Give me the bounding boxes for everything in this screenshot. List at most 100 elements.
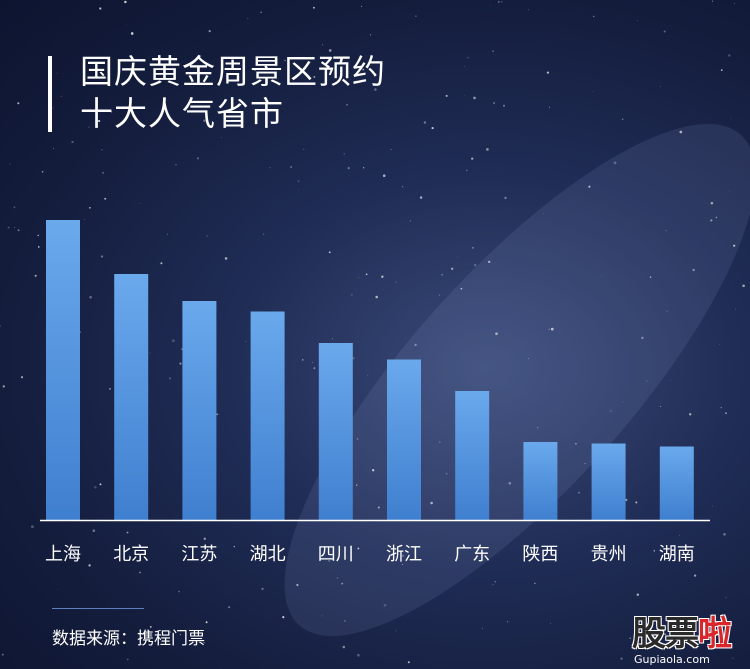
star: [346, 103, 348, 106]
star: [534, 582, 536, 585]
star: [2, 385, 5, 388]
star: [126, 24, 127, 26]
star: [467, 57, 469, 59]
star: [9, 163, 11, 165]
star: [172, 339, 175, 343]
star: [715, 216, 718, 219]
star: [473, 263, 477, 267]
star: [486, 148, 489, 151]
star: [401, 563, 404, 565]
category-label-9: 湖南: [659, 544, 695, 565]
category-label-1: 北京: [113, 544, 149, 565]
star: [711, 0, 714, 2]
star: [233, 545, 236, 548]
star: [358, 277, 359, 278]
bars-group: [46, 220, 694, 520]
star: [322, 44, 323, 46]
star: [110, 111, 112, 113]
star: [725, 412, 727, 415]
star: [423, 121, 427, 124]
star: [100, 255, 104, 258]
star: [719, 343, 720, 345]
star: [723, 532, 726, 536]
star: [407, 661, 410, 664]
star: [693, 574, 697, 577]
star: [395, 281, 397, 283]
star: [126, 531, 129, 534]
star: [451, 267, 454, 270]
star: [473, 96, 476, 100]
data-source-note: 数据来源：携程门票: [52, 629, 205, 649]
category-label-0: 上海: [45, 544, 81, 565]
star: [342, 645, 346, 649]
star: [41, 170, 44, 173]
bar-3: [250, 311, 285, 520]
star: [610, 410, 612, 412]
star: [37, 246, 40, 248]
star: [347, 166, 350, 170]
star: [336, 577, 339, 579]
star: [362, 68, 365, 71]
star: [269, 167, 271, 169]
star: [679, 130, 683, 134]
star: [17, 229, 20, 232]
star: [140, 643, 142, 646]
star: [464, 66, 466, 67]
star: [409, 220, 411, 222]
star: [219, 82, 221, 84]
star: [52, 107, 54, 109]
star: [247, 18, 249, 19]
star: [665, 229, 667, 232]
star: [438, 441, 441, 444]
star: [149, 352, 151, 354]
bar-0: [46, 220, 80, 520]
star: [99, 483, 102, 486]
bar-1: [114, 274, 149, 520]
star: [457, 256, 458, 258]
star: [139, 203, 141, 204]
star: [653, 550, 656, 552]
bar-5: [387, 359, 421, 520]
star: [7, 226, 10, 229]
star: [492, 584, 494, 586]
star: [735, 308, 737, 310]
star: [641, 336, 644, 340]
star: [549, 106, 551, 108]
star: [507, 621, 509, 623]
star: [179, 362, 182, 365]
star: [160, 262, 163, 265]
star: [343, 619, 346, 623]
star: [577, 491, 581, 494]
star: [441, 274, 443, 276]
star: [588, 185, 591, 188]
star: [356, 484, 358, 486]
star: [356, 438, 359, 440]
star: [328, 251, 331, 254]
star: [312, 6, 315, 9]
star: [332, 338, 333, 340]
star: [466, 169, 468, 172]
chart-title-line-2: 十大人气省市: [80, 94, 284, 133]
star: [401, 186, 404, 188]
star: [498, 1, 500, 3]
star: [732, 657, 734, 659]
star: [104, 197, 107, 200]
star: [166, 233, 168, 235]
star: [549, 622, 551, 624]
star: [357, 653, 360, 657]
star: [88, 564, 91, 567]
star: [501, 1, 503, 3]
watermark-logo-text: 股票啦: [632, 614, 732, 654]
category-label-7: 陕西: [522, 544, 558, 565]
star: [139, 571, 141, 574]
star: [313, 75, 316, 78]
star: [490, 4, 492, 6]
star: [584, 463, 586, 465]
star: [390, 149, 392, 150]
star: [321, 615, 323, 617]
star: [224, 257, 228, 260]
star: [527, 358, 529, 360]
star: [382, 174, 386, 177]
star: [57, 589, 59, 590]
